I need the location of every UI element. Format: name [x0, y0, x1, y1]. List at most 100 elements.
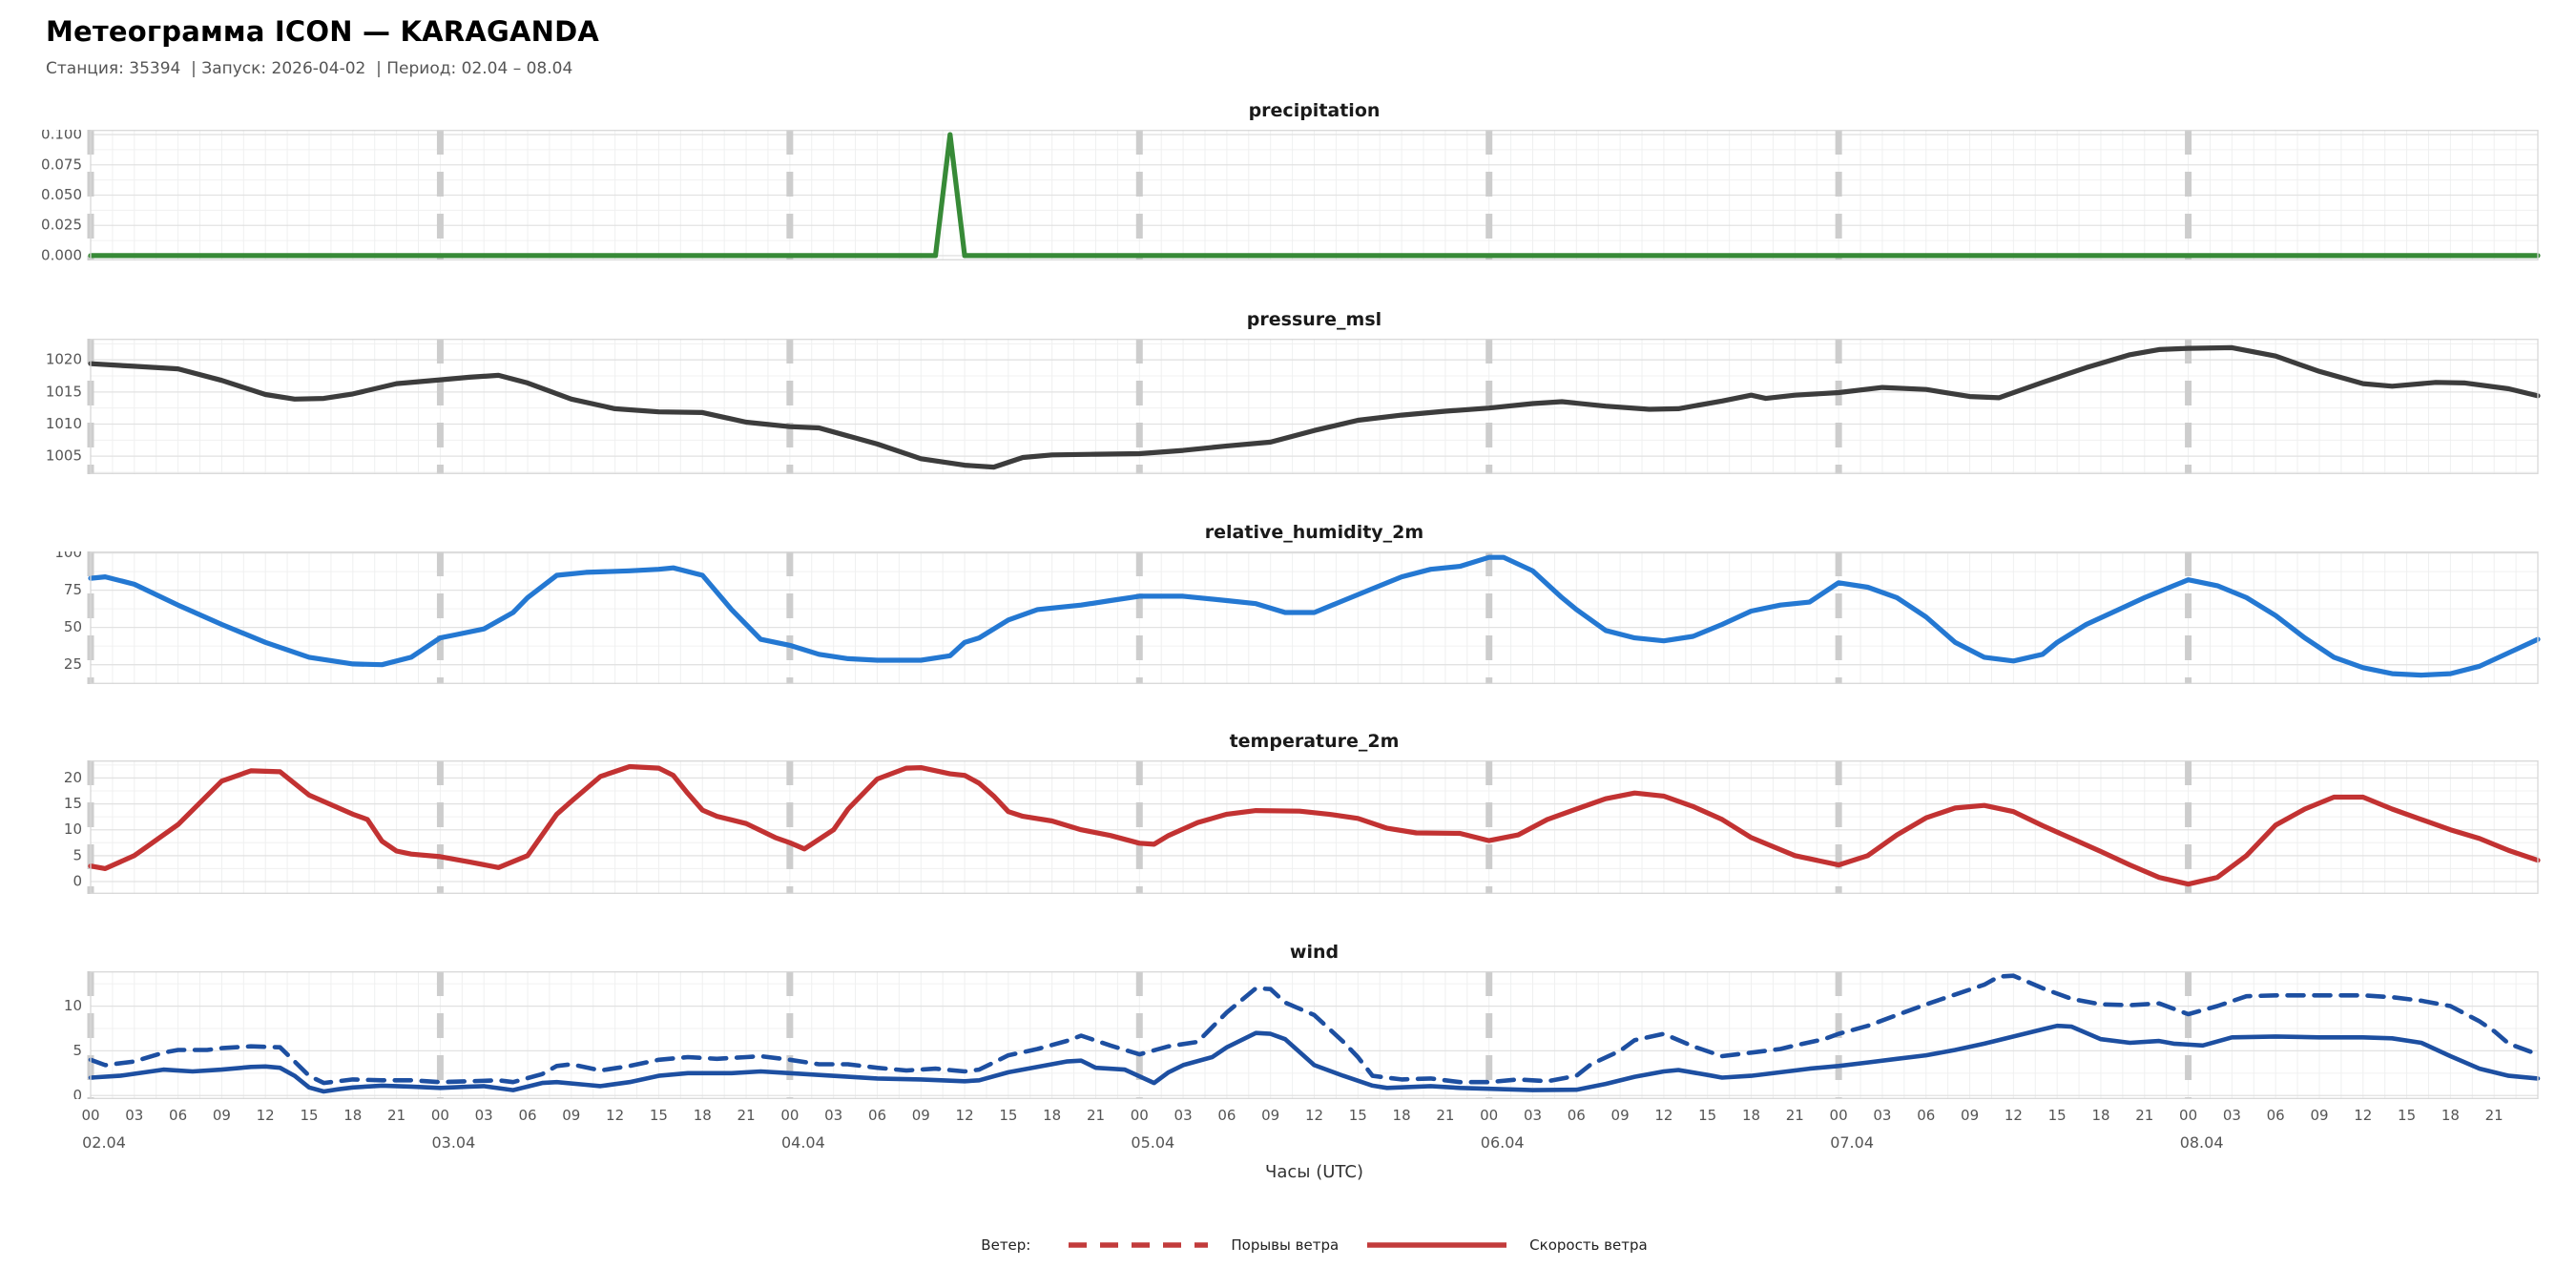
x-date-label: 05.04	[1131, 1133, 1175, 1152]
x-hour-label: 00	[1130, 1107, 1149, 1124]
x-hour-label: 00	[780, 1107, 800, 1124]
x-hour-label: 09	[1610, 1107, 1630, 1124]
x-date-label: 06.04	[1480, 1133, 1525, 1152]
legend-label-wind-speed: Скорость ветра	[1529, 1236, 1648, 1254]
panel-title-temperature: temperature_2m	[1229, 731, 1400, 752]
x-hour-label: 03	[1174, 1107, 1193, 1124]
x-date-label: 02.04	[82, 1133, 126, 1152]
x-hour-label: 06	[867, 1107, 887, 1124]
x-hour-label: 00	[2179, 1107, 2198, 1124]
panel-title-precipitation: precipitation	[1248, 100, 1381, 121]
x-hour-label: 15	[300, 1107, 319, 1124]
x-hour-label: 09	[2310, 1107, 2329, 1124]
x-hour-label: 12	[1654, 1107, 1673, 1124]
y-tick-label: 10	[64, 821, 82, 838]
humidity-chart: 25 50 75 100	[54, 551, 2541, 684]
x-hour-label: 15	[2398, 1107, 2417, 1124]
legend-item-wind-gusts: Порывы ветра	[1067, 1236, 1339, 1254]
panel-humidity: relative_humidity_2m 25 50 75 100	[0, 519, 2576, 684]
legend-item-wind-speed: Скорость ветра	[1365, 1236, 1648, 1254]
y-tick-label: 0.100	[41, 130, 82, 143]
pressure-chart: 1005 1010 1015 1020	[46, 339, 2541, 474]
panel-title-wind: wind	[1289, 942, 1340, 963]
y-tick-label: 25	[64, 655, 82, 673]
y-tick-label: 1005	[46, 447, 82, 465]
x-hour-label: 06	[1217, 1107, 1236, 1124]
x-hour-label: 09	[1961, 1107, 1980, 1124]
x-hour-label: 15	[999, 1107, 1018, 1124]
y-tick-label: 1015	[46, 383, 82, 400]
x-hour-label: 03	[1523, 1107, 1543, 1124]
x-hour-label: 06	[1917, 1107, 1936, 1124]
x-hour-label: 03	[125, 1107, 144, 1124]
x-hour-label: 00	[430, 1107, 449, 1124]
x-hour-label: 18	[693, 1107, 712, 1124]
x-hour-label: 18	[1741, 1107, 1761, 1124]
x-hour-label: 21	[737, 1107, 756, 1124]
x-hour-label: 18	[2441, 1107, 2460, 1124]
temperature-chart: 0 5 10 15 20	[64, 760, 2541, 894]
x-hour-label: 12	[606, 1107, 625, 1124]
solid-line-icon	[1367, 1242, 1507, 1248]
y-tick-label: 15	[64, 795, 82, 812]
x-hour-label: 21	[2135, 1107, 2154, 1124]
precipitation-chart: 0.000 0.025 0.050 0.075 0.100	[41, 130, 2541, 260]
y-tick-label: 20	[64, 769, 82, 786]
x-hour-label: 18	[343, 1107, 363, 1124]
x-date-label: 07.04	[1830, 1133, 1874, 1152]
panel-title-pressure: pressure_msl	[1246, 309, 1382, 330]
dashed-line-icon	[1069, 1242, 1209, 1248]
x-hour-label: 00	[1829, 1107, 1848, 1124]
x-date-label: 03.04	[431, 1133, 476, 1152]
x-hour-label: 15	[1348, 1107, 1367, 1124]
meteogram-subtitle: Станция: 35394 | Запуск: 2026-04-02 | Пе…	[46, 59, 573, 78]
x-hour-label: 03	[824, 1107, 843, 1124]
x-hour-label: 12	[2004, 1107, 2023, 1124]
x-hour-label: 18	[2091, 1107, 2110, 1124]
x-hour-label: 03	[474, 1107, 493, 1124]
y-tick-label: 0.000	[41, 246, 82, 260]
x-hour-label: 12	[256, 1107, 275, 1124]
wind-chart: 0 5 10	[64, 971, 2541, 1099]
y-tick-label: 100	[54, 551, 82, 561]
x-hour-label: 18	[1043, 1107, 1062, 1124]
panel-pressure: pressure_msl 1005 1010 1015 1020	[0, 306, 2576, 474]
panel-title-humidity: relative_humidity_2m	[1204, 522, 1424, 543]
x-hour-label: 21	[2484, 1107, 2503, 1124]
x-hour-label: 21	[1436, 1107, 1455, 1124]
x-axis: 00 03 06 09 12 15 18 21 02.04 00 03 06 09 12 15 18 21 03.…	[0, 1107, 2576, 1195]
x-hour-label: 15	[649, 1107, 668, 1124]
y-tick-label: 5	[73, 846, 82, 863]
x-hour-label: 09	[1261, 1107, 1280, 1124]
header: Метеограмма ICON — KARAGANDA Станция: 35…	[0, 0, 2576, 78]
y-tick-label: 0.075	[41, 156, 82, 173]
y-tick-label: 1020	[46, 351, 82, 368]
x-hour-label: 09	[562, 1107, 581, 1124]
y-tick-label: 0.025	[41, 217, 82, 234]
y-tick-label: 1010	[46, 415, 82, 432]
x-hour-label: 06	[169, 1107, 188, 1124]
y-tick-label: 5	[73, 1042, 82, 1059]
x-axis-title: Часы (UTC)	[1265, 1162, 1363, 1182]
x-hour-label: 15	[1698, 1107, 1717, 1124]
x-hour-label: 12	[2354, 1107, 2373, 1124]
x-hour-label: 21	[1785, 1107, 1804, 1124]
x-hour-label: 09	[212, 1107, 231, 1124]
page-title: Метеограмма ICON — KARAGANDA	[46, 15, 599, 48]
y-tick-label: 10	[64, 997, 82, 1014]
x-hour-label: 06	[2266, 1107, 2285, 1124]
y-tick-label: 0	[73, 1087, 82, 1099]
x-hour-label: 21	[1086, 1107, 1106, 1124]
legend: Ветер: Порывы ветра Скорость ветра	[52, 1236, 2576, 1254]
x-hour-label: 06	[1567, 1107, 1586, 1124]
y-tick-label: 0	[73, 872, 82, 889]
legend-label-wind-gusts: Порывы ветра	[1231, 1236, 1340, 1254]
x-hour-label: 15	[2047, 1107, 2067, 1124]
x-hour-label: 09	[911, 1107, 930, 1124]
x-hour-label: 00	[1480, 1107, 1499, 1124]
x-hour-label: 12	[1304, 1107, 1324, 1124]
x-date-label: 04.04	[780, 1133, 825, 1152]
x-hour-label: 12	[955, 1107, 974, 1124]
legend-title: Ветер:	[981, 1236, 1031, 1254]
